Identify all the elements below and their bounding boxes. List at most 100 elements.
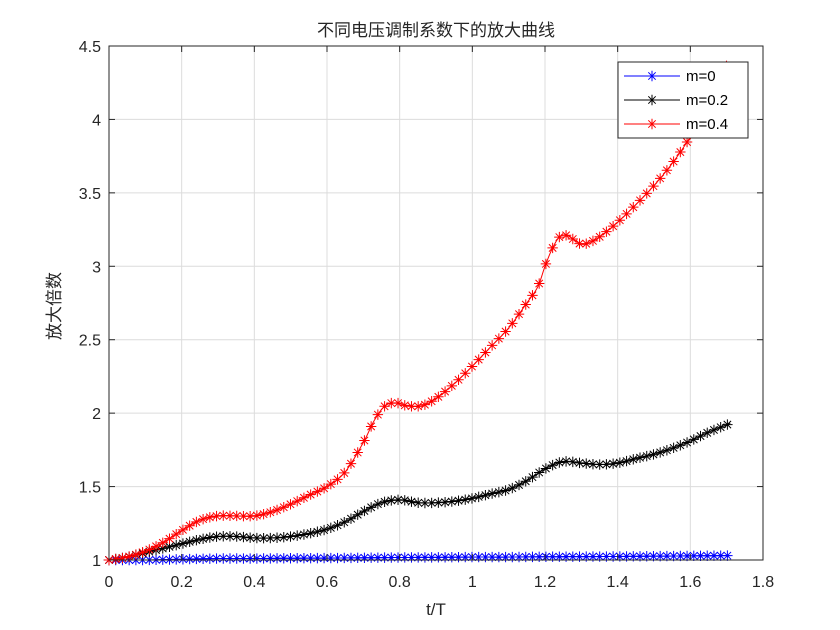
series-point (292, 530, 303, 541)
series-point (520, 551, 531, 563)
x-tick-label: 1.4 (607, 574, 629, 591)
series-point (231, 531, 242, 542)
series-point (581, 551, 592, 562)
y-tick-label: 1.5 (79, 480, 101, 497)
series-point (392, 494, 404, 506)
series-point (554, 551, 565, 562)
axes-frame (108, 45, 764, 561)
series-point (312, 526, 323, 537)
series-point (157, 543, 168, 554)
series-point (244, 553, 256, 564)
series-point (339, 517, 350, 528)
series-point (507, 318, 518, 329)
series-point (164, 541, 175, 552)
series-m-0-2 (103, 419, 733, 566)
series-point (332, 474, 343, 485)
series-point (560, 551, 572, 562)
series-point (265, 553, 276, 564)
series-point (211, 531, 222, 542)
series-point (688, 434, 699, 445)
series-point (648, 449, 659, 460)
series-point (533, 278, 545, 289)
series-point (238, 553, 249, 564)
series-point (560, 230, 572, 241)
series-point (554, 231, 565, 243)
series-point (184, 520, 195, 531)
series-point (641, 188, 652, 199)
series-point (520, 476, 531, 487)
series-point (621, 551, 632, 562)
y-tick-label: 2.5 (79, 333, 101, 350)
series-point (365, 421, 377, 432)
series-point (204, 512, 216, 523)
series-point (359, 505, 370, 517)
series-point (392, 552, 404, 563)
series-point (426, 552, 437, 563)
series-point (379, 496, 390, 508)
series-point (426, 396, 437, 407)
series-point (204, 553, 216, 564)
legend-marker (646, 118, 658, 130)
series-point (177, 538, 189, 549)
series-point (386, 552, 397, 563)
series-point (150, 541, 162, 552)
series-point (601, 226, 612, 237)
x-tick-label: 0.8 (389, 574, 411, 591)
series-point (345, 513, 357, 524)
series-point (493, 486, 505, 498)
series-point (224, 510, 236, 521)
series-point (466, 361, 478, 372)
series-point (419, 399, 431, 410)
y-tick-label: 4.5 (79, 39, 101, 56)
x-tick-label: 0.2 (171, 574, 193, 591)
series-point (460, 368, 471, 379)
series-point (197, 533, 209, 544)
series-point (365, 502, 377, 513)
series-point (238, 510, 249, 522)
series-point (446, 552, 458, 563)
series-point (204, 532, 216, 543)
legend-label: m=0.2 (686, 92, 728, 109)
series-point (332, 520, 343, 531)
series-point (453, 495, 464, 506)
series-point (197, 513, 209, 525)
series-point (507, 482, 518, 494)
series-point (339, 552, 350, 564)
y-tick-label: 3.5 (79, 186, 101, 203)
series-point (453, 551, 464, 563)
series-point (298, 529, 310, 540)
legend-item: m=0 (624, 68, 716, 85)
series-point (144, 544, 155, 555)
series-point (399, 400, 410, 411)
legend-item: m=0.4 (624, 116, 728, 133)
series-point (493, 333, 505, 344)
series-point (520, 299, 531, 310)
series-point (540, 551, 552, 562)
series-point (265, 532, 276, 544)
series-point (365, 552, 377, 563)
series-point (352, 447, 363, 458)
series-point (607, 220, 619, 232)
series-point (110, 553, 121, 565)
series-point (507, 551, 518, 563)
series-point (540, 258, 552, 270)
series-point (547, 459, 558, 471)
series-point (460, 494, 471, 505)
series-point (540, 463, 552, 474)
series-point (433, 497, 444, 508)
series-point (325, 552, 337, 564)
series-point (446, 496, 458, 507)
series-point (379, 401, 390, 412)
series-point (171, 554, 182, 565)
series-point (560, 456, 572, 467)
axes-box (108, 45, 764, 561)
legend-label: m=0 (686, 68, 716, 85)
series-point (211, 510, 222, 522)
series-point (345, 458, 357, 469)
series-point (292, 495, 303, 507)
series-point (318, 552, 330, 564)
series-point (628, 551, 639, 562)
series-point (191, 516, 202, 528)
y-axis-label: 放大倍数 (45, 272, 64, 340)
series-point (224, 531, 236, 542)
